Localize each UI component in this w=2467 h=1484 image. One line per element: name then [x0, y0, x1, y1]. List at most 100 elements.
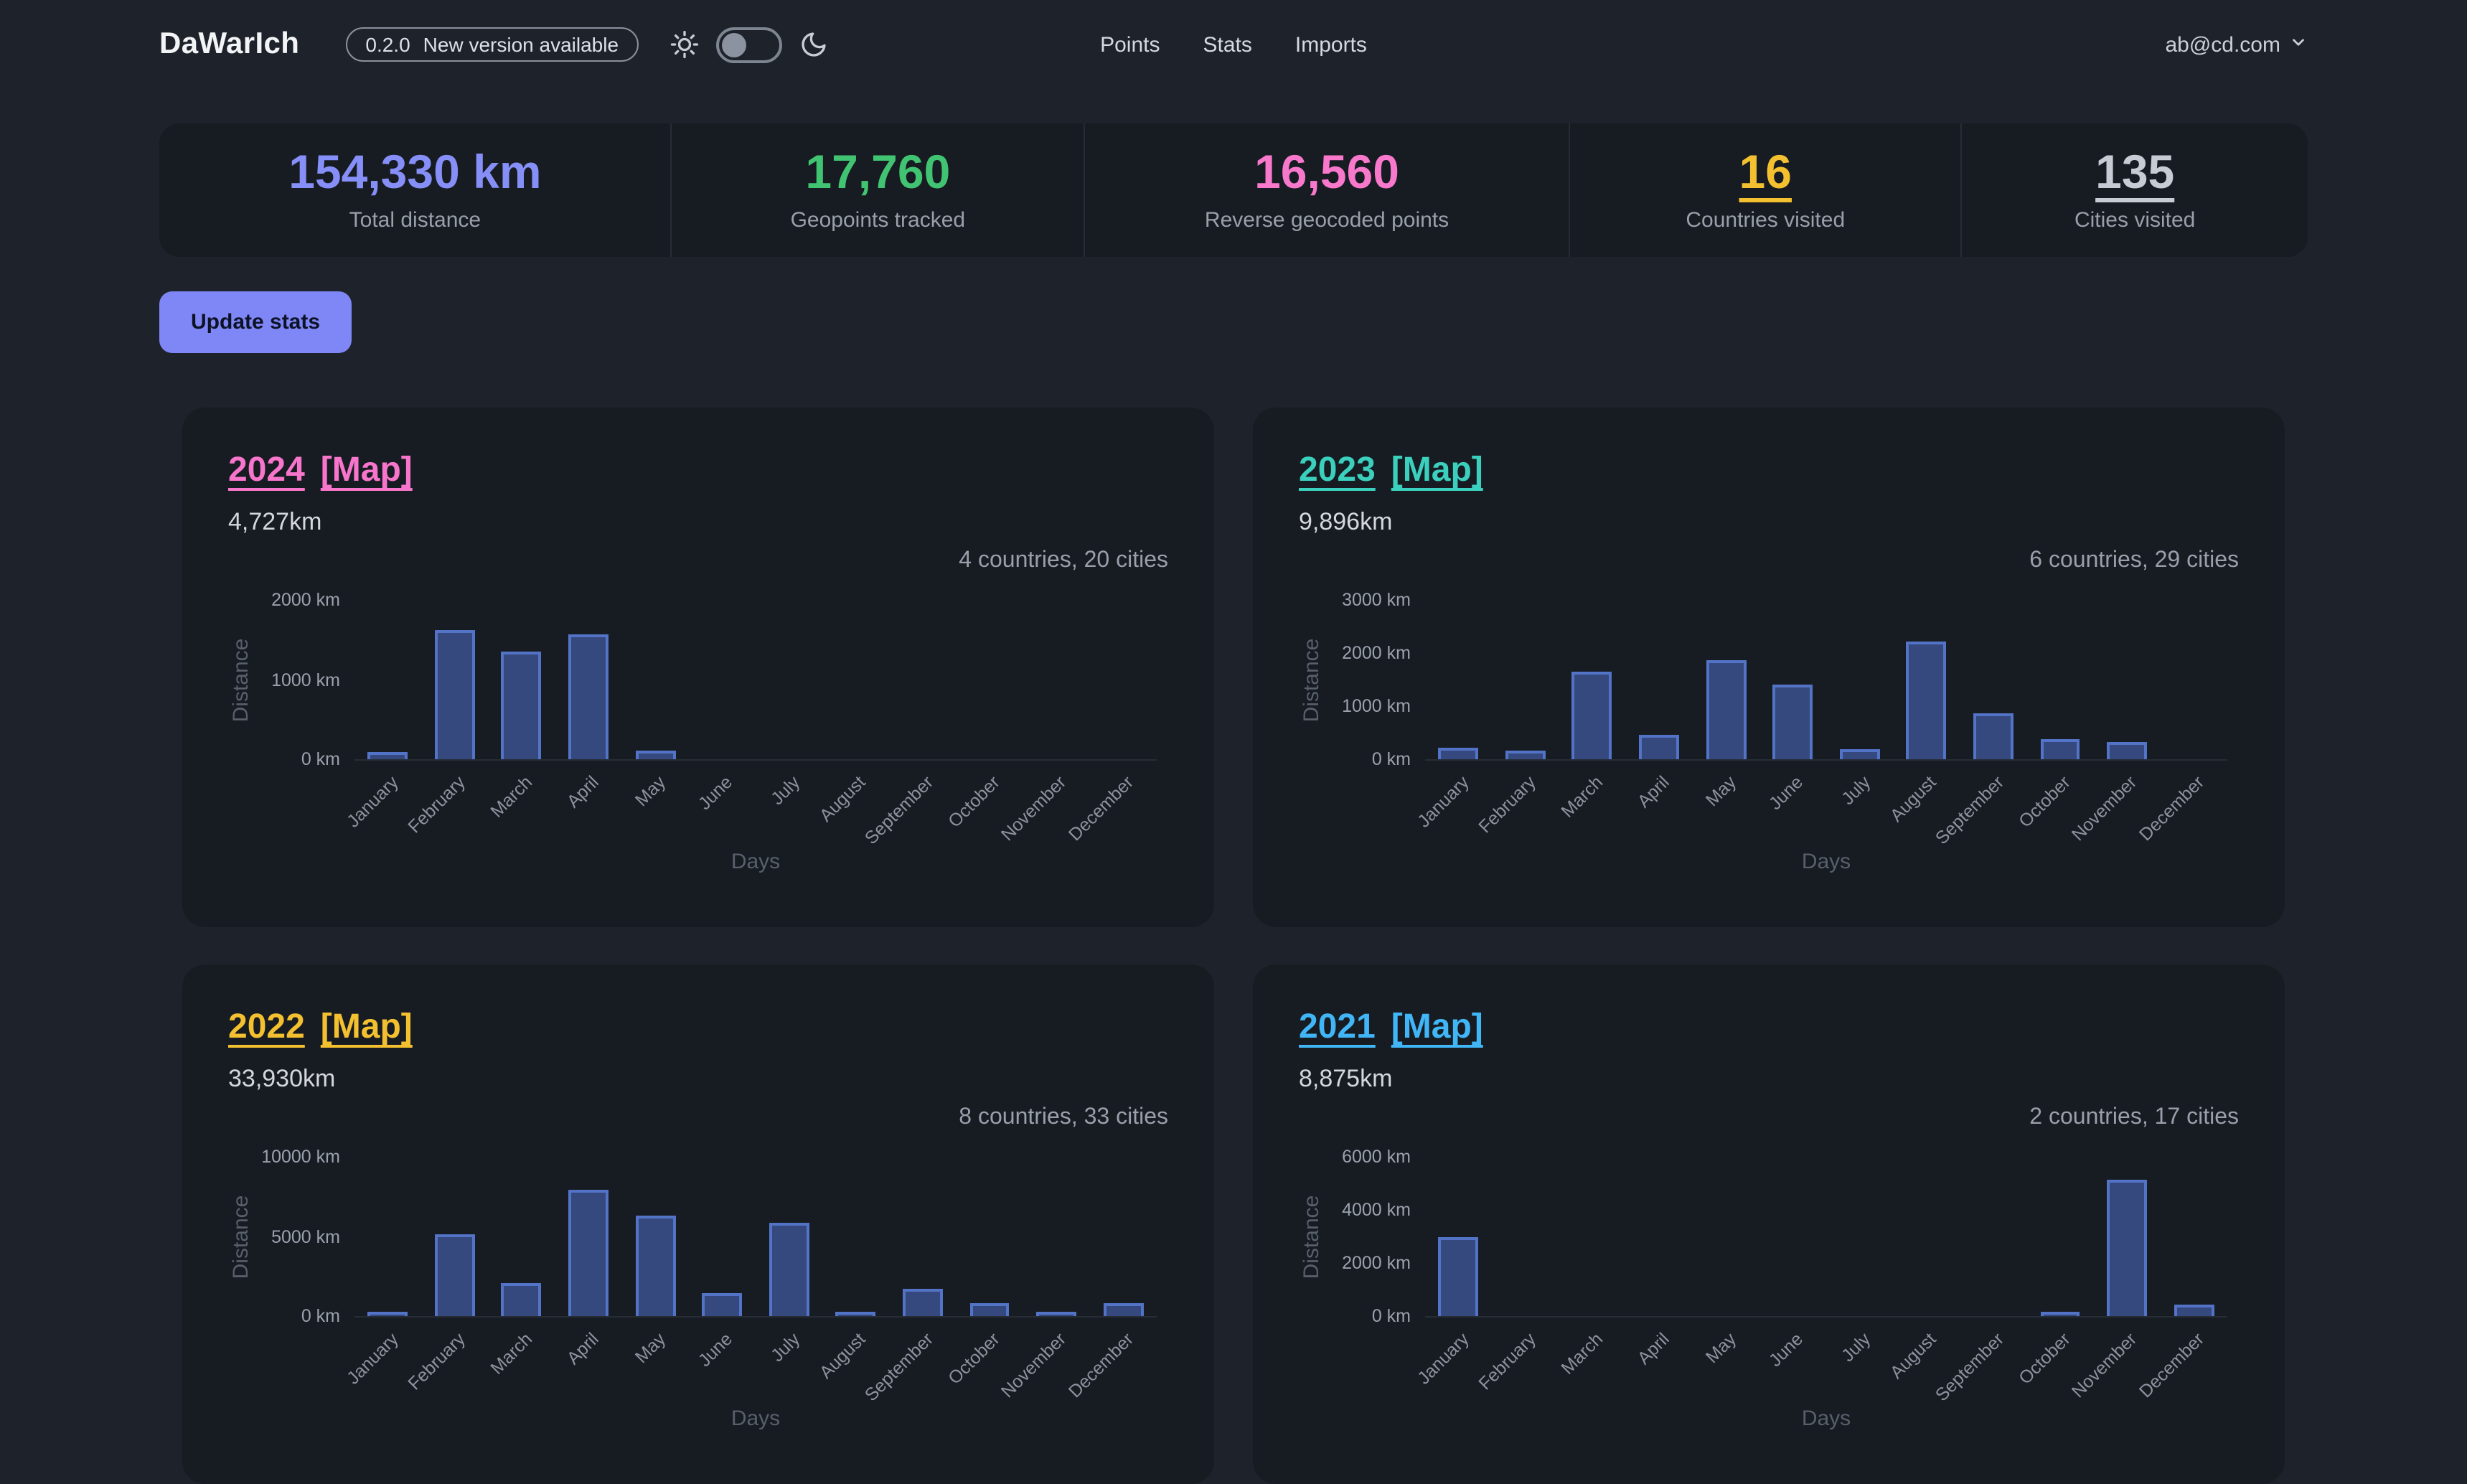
stat-countries-visited: 16 Countries visited: [1569, 123, 1960, 257]
month-label-slot: December: [2135, 761, 2227, 850]
bar-slot: [889, 1157, 956, 1316]
month-label-slot: September: [860, 1318, 956, 1406]
month-label-slot: April: [555, 761, 621, 850]
month-label: July: [766, 772, 804, 809]
y-axis-tick: 6000 km: [1342, 1147, 1411, 1167]
month-label: June: [1765, 1329, 1808, 1371]
month-label: May: [1701, 772, 1741, 811]
month-label-slot: July: [1826, 1318, 1893, 1406]
distance-bar: [1505, 750, 1546, 759]
month-label-slot: May: [1693, 1318, 1759, 1406]
stat-value-cities-link[interactable]: 135: [2095, 145, 2175, 198]
stat-value-reverse-geocoded: 16,560: [1254, 145, 1399, 198]
version-label: New version available: [423, 33, 619, 56]
month-label: June: [695, 1329, 737, 1371]
month-label-slot: January: [1414, 761, 1492, 850]
year-card-2023: 2023 [Map] 9,896km 6 countries, 29 citie…: [1253, 408, 2285, 927]
map-link-2024[interactable]: [Map]: [320, 451, 413, 489]
y-axis-tick: 1000 km: [271, 670, 340, 690]
x-axis-month-labels: January February March April May June July Augu…: [343, 1318, 1157, 1406]
month-label: July: [1837, 772, 1874, 809]
month-label: January: [342, 772, 403, 832]
bar-slot: [2094, 1157, 2161, 1316]
month-label: July: [1837, 1329, 1874, 1366]
bar-slot: [1625, 1157, 1692, 1316]
year-distance: 33,930km: [228, 1065, 336, 1092]
year-link-2022[interactable]: 2022: [228, 1008, 305, 1046]
month-label: June: [1765, 772, 1808, 814]
year-card-2022: 2022 [Map] 33,930km 8 countries, 33 citi…: [182, 964, 1214, 1484]
bar-slot: [1960, 600, 2026, 759]
month-label-slot: February: [1475, 761, 1559, 850]
bar-slot: [1759, 1157, 1826, 1316]
app-logo: DaWarIch: [159, 27, 300, 60]
month-label-slot: July: [756, 761, 822, 850]
distance-bar: [434, 1234, 475, 1316]
bar-slot: [2026, 600, 2093, 759]
month-label: March: [486, 772, 536, 822]
nav-points[interactable]: Points: [1100, 32, 1160, 57]
bar-slot: [689, 600, 756, 759]
year-link-2024[interactable]: 2024: [228, 451, 305, 489]
nav-imports[interactable]: Imports: [1294, 32, 1367, 57]
stat-label-cities: Cities visited: [2074, 208, 2196, 233]
month-label-slot: June: [689, 1318, 756, 1406]
distance-bar: [1973, 713, 2013, 759]
dawarich-dashboard: DaWarIch 0.2.0 New version available: [159, 27, 2308, 1431]
year-link-2023[interactable]: 2023: [1299, 451, 1376, 489]
month-label-slot: March: [486, 1318, 555, 1406]
theme-toggle[interactable]: [716, 27, 783, 62]
month-label: March: [486, 1329, 536, 1379]
map-link-2023[interactable]: [Map]: [1391, 451, 1483, 489]
x-axis-label: Days: [1801, 850, 1851, 874]
year-card-2021: 2021 [Map] 8,875km 2 countries, 17 citie…: [1253, 964, 2285, 1484]
stat-value-countries-link[interactable]: 16: [1739, 145, 1792, 198]
distance-bar: [367, 752, 408, 759]
version-badge[interactable]: 0.2.0 New version available: [345, 27, 639, 62]
chart-plot-area: 10000 km 5000 km 0 km: [261, 1147, 1157, 1326]
distance-bar: [702, 1293, 743, 1316]
distance-bar: [2174, 1305, 2214, 1316]
nav-stats[interactable]: Stats: [1203, 32, 1252, 57]
year-link-2021[interactable]: 2021: [1299, 1008, 1376, 1046]
bar-slot: [1625, 600, 1692, 759]
map-link-2021[interactable]: [Map]: [1391, 1008, 1483, 1046]
year-card-2024: 2024 [Map] 4,727km 4 countries, 20 citie…: [182, 408, 1214, 927]
distance-bar: [902, 1289, 943, 1316]
distance-bar: [2107, 742, 2148, 759]
distance-bar: [1036, 1312, 1077, 1316]
distance-bar: [1103, 1303, 1144, 1316]
update-stats-button[interactable]: Update stats: [159, 291, 352, 353]
month-label: March: [1556, 1329, 1607, 1379]
bar-slot: [822, 1157, 889, 1316]
bar-slot: [421, 600, 488, 759]
stat-label-geopoints: Geopoints tracked: [790, 208, 966, 233]
x-axis-label: Days: [730, 1406, 781, 1431]
stat-value-total-distance: 154,330 km: [288, 145, 542, 198]
y-axis-tick: 10000 km: [261, 1147, 340, 1167]
x-axis-label: Days: [1801, 1406, 1851, 1431]
map-link-2022[interactable]: [Map]: [320, 1008, 413, 1046]
year-summary: 8 countries, 33 cities: [959, 1105, 1168, 1130]
distance-bar: [1839, 748, 1880, 759]
month-label: April: [563, 1329, 603, 1369]
bar-slot: [2026, 1157, 2093, 1316]
bar-slot: [956, 1157, 1023, 1316]
y-axis-tick: 0 km: [301, 749, 340, 769]
stat-reverse-geocoded: 16,560 Reverse geocoded points: [1083, 123, 1569, 257]
distance-bar: [501, 652, 542, 759]
theme-switcher: [670, 27, 828, 62]
year-distance: 9,896km: [1299, 508, 1393, 535]
monthly-distance-chart-2024: Distance 2000 km 1000 km 0 km January Febru…: [228, 590, 1168, 874]
bar-slot: [1425, 600, 1492, 759]
chart-plot-area: 6000 km 4000 km 2000 km 0 km: [1342, 1147, 2227, 1326]
bar-slot: [622, 600, 689, 759]
bar-slot: [756, 1157, 822, 1316]
year-summary: 2 countries, 17 cities: [2029, 1105, 2239, 1130]
x-axis-month-labels: January February March April May June July Augu…: [343, 761, 1157, 850]
distance-bar: [2040, 1312, 2080, 1316]
bar-slot: [488, 600, 555, 759]
user-menu[interactable]: ab@cd.com: [2165, 32, 2308, 57]
distance-bar: [635, 1216, 676, 1316]
y-axis-tick: 4000 km: [1342, 1199, 1411, 1220]
